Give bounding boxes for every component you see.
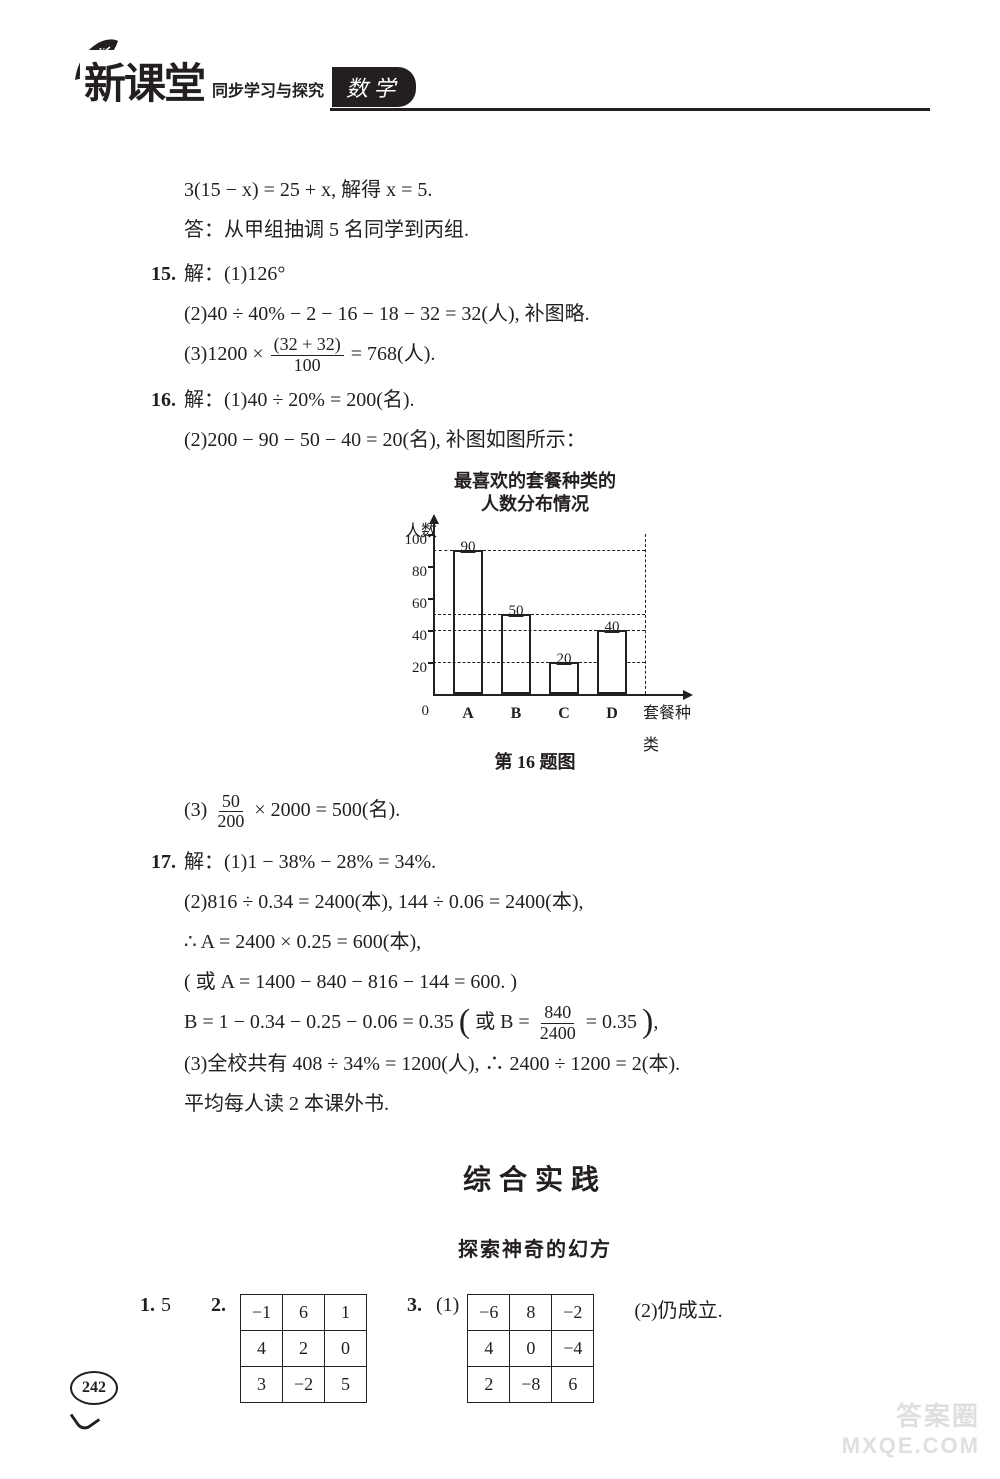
brand-subtitle: 同步学习与探究 (208, 77, 330, 111)
text-line: (3)全校共有 408 ÷ 34% = 1200(人), ∴ 2400 ÷ 12… (140, 1044, 930, 1084)
table-cell: 2 (468, 1366, 510, 1402)
table-cell: 3 (241, 1366, 283, 1402)
question-number: 17. (140, 842, 184, 882)
content-area: 3(15 − x) = 25 + x, 解得 x = 5. 答：从甲组抽调 5 … (80, 170, 930, 1270)
table-cell: −8 (510, 1366, 552, 1402)
answer-text: (2)仍成立. (634, 1300, 722, 1322)
magic-square-table: −161 420 3−25 (240, 1294, 367, 1403)
table-cell: 1 (325, 1294, 367, 1330)
question-number: 16. (140, 380, 184, 420)
magic-square-table: −68−2 40−4 2−86 (467, 1294, 594, 1403)
text-line: (2)816 ÷ 0.34 = 2400(本), 144 ÷ 0.06 = 24… (140, 882, 930, 922)
question-number: 3. (407, 1294, 422, 1317)
watermark: 答案圈 MXQE.COM (842, 1396, 980, 1459)
table-cell: −1 (241, 1294, 283, 1330)
text-line: 解：(1)40 ÷ 20% = 200(名). (184, 380, 930, 420)
page-header: New 新课堂 同步学习与探究 数 学 (80, 50, 930, 140)
text-line: 解：(1)1 − 38% − 28% = 34%. (184, 842, 930, 882)
chart-title-line: 人数分布情况 (375, 493, 695, 516)
text-line: 答：从甲组抽调 5 名同学到丙组. (140, 210, 930, 250)
table-cell: 5 (325, 1366, 367, 1402)
part-label: (1) (436, 1294, 459, 1317)
section-title: 综合实践 (140, 1152, 930, 1208)
bar-chart: 最喜欢的套餐种类的 人数分布情况 人数02040608010090A50B20C… (375, 470, 695, 781)
table-cell: −6 (468, 1294, 510, 1330)
bottom-answers: 1.5 2. −1614203−25 3. (1) −68−240−42−86 … (80, 1294, 930, 1403)
table-cell: −4 (552, 1330, 594, 1366)
table-cell: 6 (552, 1366, 594, 1402)
text-line: ∴ A = 2400 × 0.25 = 600(本), (140, 922, 930, 962)
table-cell: 2 (283, 1330, 325, 1366)
text-line: (2)40 ÷ 40% − 2 − 16 − 18 − 32 = 32(人), … (140, 294, 930, 334)
text-line: B = 1 − 0.34 − 0.25 − 0.06 = 0.35 ( 或 B … (140, 1002, 930, 1044)
text-line: (3)1200 × (32 + 32)100 = 768(人). (140, 334, 930, 376)
question-number: 15. (140, 254, 184, 294)
table-cell: 0 (510, 1330, 552, 1366)
chart-title-line: 最喜欢的套餐种类的 (375, 470, 695, 493)
text-line: (2)200 − 90 − 50 − 40 = 20(名), 补图如图所示： (140, 420, 930, 460)
table-cell: 4 (241, 1330, 283, 1366)
question-number: 2. (211, 1294, 226, 1317)
page-number-badge: 242 (70, 1371, 118, 1419)
table-cell: 8 (510, 1294, 552, 1330)
text-line: 3(15 − x) = 25 + x, 解得 x = 5. (140, 170, 930, 210)
answer-text: 5 (161, 1294, 171, 1316)
table-cell: 0 (325, 1330, 367, 1366)
table-cell: 4 (468, 1330, 510, 1366)
section-subtitle: 探索神奇的幻方 (140, 1230, 930, 1270)
table-cell: −2 (552, 1294, 594, 1330)
text-line: (3) 50200 × 2000 = 500(名). (140, 790, 930, 832)
subject-badge: 数 学 (332, 67, 416, 107)
table-cell: 6 (283, 1294, 325, 1330)
text-line: 平均每人读 2 本课外书. (140, 1084, 930, 1124)
text-line: ( 或 A = 1400 − 840 − 816 − 144 = 600. ) (140, 962, 930, 1002)
question-number: 1. (140, 1294, 155, 1316)
brand-title: 新课堂 (80, 50, 208, 111)
table-cell: −2 (283, 1366, 325, 1402)
text-line: 解：(1)126° (184, 254, 930, 294)
